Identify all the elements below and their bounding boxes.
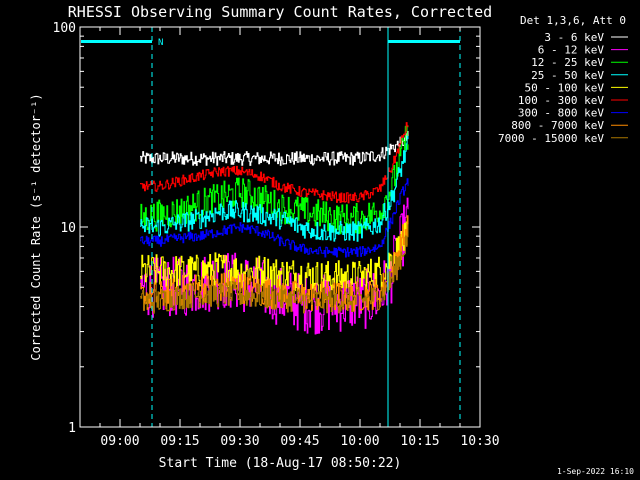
x-tick-label: 10:30 bbox=[460, 434, 499, 449]
series-line-7 bbox=[140, 178, 409, 258]
night-marker: N bbox=[158, 38, 163, 48]
series-line-9 bbox=[140, 224, 409, 314]
series-line-4 bbox=[140, 135, 409, 242]
y-tick-label: 10 bbox=[60, 221, 76, 236]
legend-label-3: 12 - 25 keV bbox=[531, 56, 604, 69]
x-tick-label: 09:30 bbox=[220, 434, 259, 449]
x-tick-label: 10:15 bbox=[400, 434, 439, 449]
x-tick-label: 09:15 bbox=[160, 434, 199, 449]
legend-label-2: 6 - 12 keV bbox=[538, 44, 605, 57]
x-axis-label: Start Time (18-Aug-17 08:50:22) bbox=[159, 456, 402, 471]
legend-label-8: 800 - 7000 keV bbox=[511, 119, 604, 132]
x-tick-label: 10:00 bbox=[340, 434, 379, 449]
axis-layer: N 09:00 09:15 09:30 09:45 10:00 10:15 10:30 1 10 1… bbox=[53, 21, 500, 449]
y-tick-label: 1 bbox=[68, 421, 76, 436]
chart-title: RHESSI Observing Summary Count Rates, Co… bbox=[68, 3, 492, 21]
x-tick-label: 09:00 bbox=[100, 434, 139, 449]
night-interval-bar-2 bbox=[388, 40, 460, 43]
series-line-6 bbox=[140, 122, 409, 204]
series-line-3 bbox=[140, 125, 409, 235]
data-layer bbox=[140, 122, 409, 335]
timestamp: 1-Sep-2022 16:10 bbox=[557, 467, 634, 476]
legend-title: Det 1,3,6, Att 0 bbox=[520, 14, 626, 27]
legend-label-5: 50 - 100 keV bbox=[525, 81, 605, 94]
legend-label-7: 300 - 800 keV bbox=[518, 107, 604, 120]
legend-label-4: 25 - 50 keV bbox=[531, 69, 604, 82]
night-interval-bar-1 bbox=[81, 40, 152, 43]
series-line-5 bbox=[140, 220, 409, 295]
y-tick-label: 100 bbox=[53, 21, 76, 36]
legend-label-6: 100 - 300 keV bbox=[518, 94, 604, 107]
series-line-1 bbox=[140, 131, 409, 166]
legend-label-9: 7000 - 15000 keV bbox=[498, 132, 604, 145]
y-axis-label: Corrected Count Rate (s⁻¹ detector⁻¹) bbox=[29, 93, 43, 360]
legend-label-1: 3 - 6 keV bbox=[544, 31, 604, 44]
x-tick-label: 09:45 bbox=[280, 434, 319, 449]
